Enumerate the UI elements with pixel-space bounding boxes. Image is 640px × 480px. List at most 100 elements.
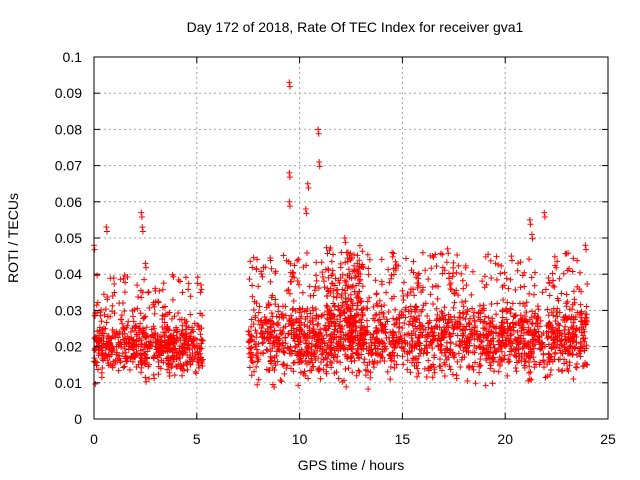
data-point — [266, 333, 273, 340]
data-point — [287, 260, 294, 267]
data-point — [255, 309, 262, 316]
data-point — [526, 216, 533, 223]
data-point — [364, 298, 371, 305]
data-point — [306, 283, 313, 290]
data-point — [310, 292, 317, 299]
data-point — [482, 313, 489, 320]
data-point — [366, 294, 373, 301]
data-point — [382, 343, 389, 350]
data-point — [288, 278, 295, 285]
data-point — [583, 246, 590, 253]
data-point — [486, 359, 493, 366]
data-point — [324, 355, 331, 362]
data-point — [552, 262, 559, 269]
data-point — [522, 358, 529, 365]
data-point — [296, 324, 303, 331]
data-point — [523, 309, 530, 316]
data-point — [504, 307, 511, 314]
data-point — [450, 326, 457, 333]
data-point — [414, 284, 421, 291]
data-point — [289, 273, 296, 280]
data-point — [539, 357, 546, 364]
data-point — [439, 270, 446, 277]
data-point — [446, 330, 453, 337]
data-point — [170, 341, 177, 348]
data-point — [269, 381, 276, 388]
data-point — [579, 335, 586, 342]
data-point — [554, 305, 561, 312]
data-points — [91, 79, 591, 392]
data-point — [246, 331, 253, 338]
data-point — [161, 319, 168, 326]
data-point — [332, 275, 339, 282]
data-point — [102, 350, 109, 357]
data-point — [143, 324, 150, 331]
data-point — [341, 309, 348, 316]
data-point — [401, 320, 408, 327]
data-point — [526, 316, 533, 323]
data-point — [372, 328, 379, 335]
data-point — [335, 306, 342, 313]
data-point — [302, 316, 309, 323]
data-point — [399, 353, 406, 360]
data-point — [290, 270, 297, 277]
data-point — [520, 340, 527, 347]
data-point — [312, 305, 319, 312]
data-point — [179, 330, 186, 337]
data-point — [281, 370, 288, 377]
data-point — [451, 314, 458, 321]
data-point — [414, 365, 421, 372]
data-point — [401, 337, 408, 344]
data-point — [526, 354, 533, 361]
data-point — [159, 286, 166, 293]
data-point — [330, 251, 337, 258]
data-point — [523, 299, 530, 306]
data-point — [415, 370, 422, 377]
data-point — [282, 334, 289, 341]
data-point — [418, 289, 425, 296]
data-point — [107, 275, 114, 282]
data-point — [116, 355, 123, 362]
data-point — [123, 358, 130, 365]
data-point — [411, 292, 418, 299]
data-point — [340, 308, 347, 315]
data-point — [354, 252, 361, 259]
data-point — [98, 318, 105, 325]
data-point — [286, 79, 293, 86]
data-point — [321, 284, 328, 291]
data-point — [93, 302, 100, 309]
data-point — [300, 352, 307, 359]
data-point — [358, 322, 365, 329]
data-point — [485, 352, 492, 359]
data-point — [447, 366, 454, 373]
data-point — [568, 324, 575, 331]
data-point — [347, 296, 354, 303]
data-point — [245, 328, 252, 335]
data-point — [505, 285, 512, 292]
data-point — [510, 327, 517, 334]
data-point — [547, 321, 554, 328]
data-point — [320, 366, 327, 373]
data-point — [141, 314, 148, 321]
data-point — [527, 221, 534, 228]
data-point — [168, 315, 175, 322]
data-point — [506, 338, 513, 345]
data-point — [488, 301, 495, 308]
data-point — [383, 289, 390, 296]
data-point — [326, 333, 333, 340]
data-point — [301, 330, 308, 337]
data-point — [277, 376, 284, 383]
data-point — [365, 385, 372, 392]
data-point — [316, 158, 323, 165]
data-point — [578, 329, 585, 336]
data-point — [416, 342, 423, 349]
data-point — [334, 327, 341, 334]
data-point — [521, 269, 528, 276]
data-point — [505, 335, 512, 342]
data-point — [581, 362, 588, 369]
data-point — [148, 326, 155, 333]
data-point — [130, 350, 137, 357]
data-point — [353, 312, 360, 319]
data-point — [106, 346, 113, 353]
data-point — [315, 367, 322, 374]
